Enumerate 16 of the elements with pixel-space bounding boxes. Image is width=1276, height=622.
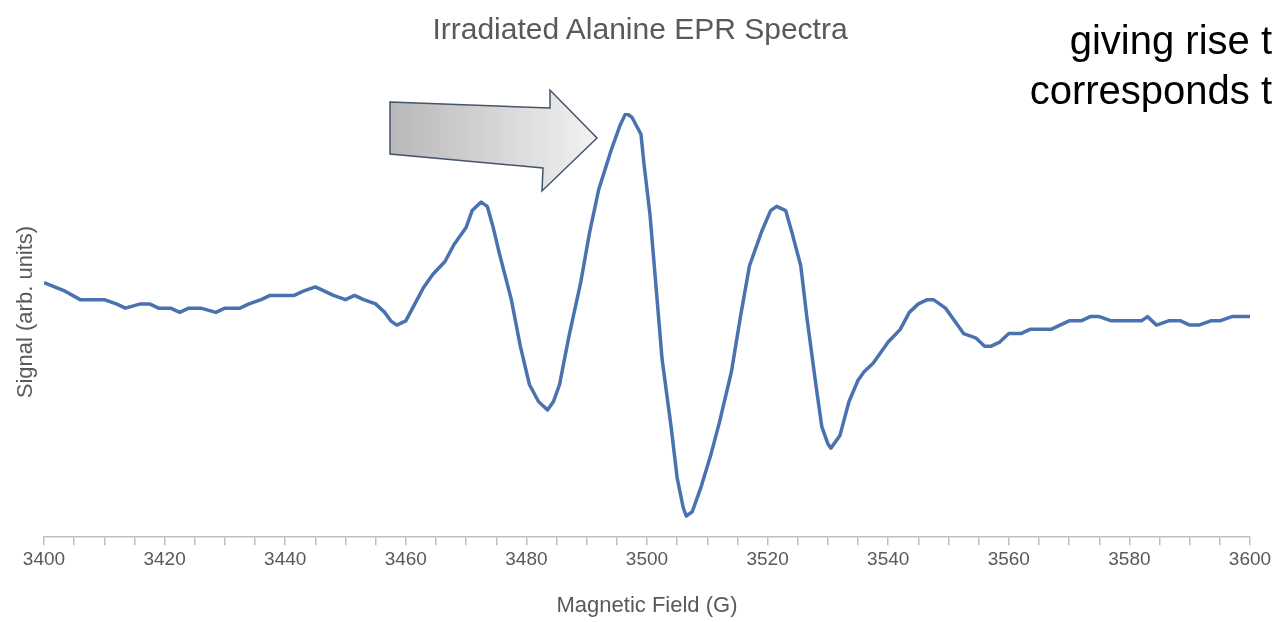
text: giving rise t [1069, 18, 1272, 63]
x-tick-label: 3460 [384, 547, 427, 569]
x-axis-title: Magnetic Field (G) [555, 592, 739, 618]
text: corresponds t [1029, 68, 1272, 113]
x-tick-label: 3540 [867, 547, 910, 569]
x-tick-label: 3440 [264, 547, 307, 569]
y-axis-title: Signal (arb. units) [12, 224, 38, 401]
x-tick-label: 3600 [1228, 547, 1272, 569]
x-tick-label: 3400 [22, 547, 66, 569]
x-tick-label: 3560 [987, 547, 1030, 569]
x-tick-label: 3500 [625, 547, 669, 569]
chart-title: Irradiated Alanine EPR Spectra [431, 12, 849, 46]
x-tick-label: 3480 [505, 547, 548, 569]
x-tick-label: 3420 [143, 547, 186, 569]
x-tick-label: 3520 [746, 547, 789, 569]
x-tick-label: 3580 [1108, 547, 1151, 569]
